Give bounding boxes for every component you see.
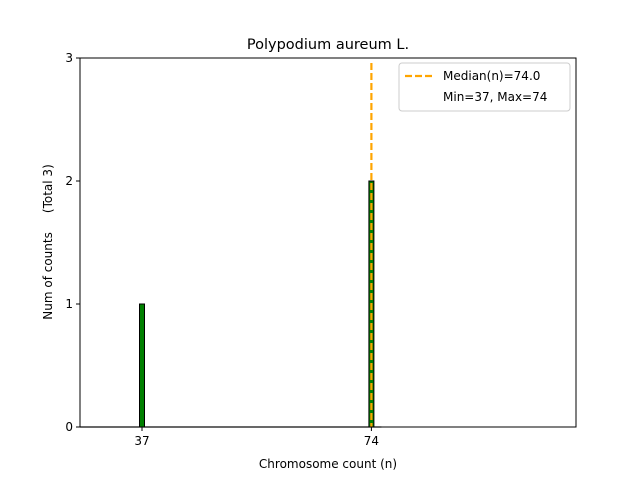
y-tick-label-3: 3 xyxy=(65,51,73,65)
legend-box xyxy=(398,62,571,112)
x-tick-label-37: 37 xyxy=(134,434,149,448)
y-tick-label-2: 2 xyxy=(65,174,73,188)
y-tick-label-0: 0 xyxy=(65,420,73,434)
legend-minmax-label: Min=37, Max=74 xyxy=(443,90,547,104)
y-tick-label-1: 1 xyxy=(65,297,73,311)
legend-median-label: Median(n)=74.0 xyxy=(443,69,540,83)
y-axis-ticks: 0 1 2 3 xyxy=(65,51,80,434)
chart-title: Polypodium aureum L. xyxy=(247,37,409,53)
x-axis-ticks: 37 74 xyxy=(134,427,379,448)
plot-frame xyxy=(79,57,577,428)
legend: Median(n)=74.0 Min=37, Max=74 xyxy=(398,62,571,112)
x-axis-label: Chromosome count (n) xyxy=(259,457,397,471)
y-axis-label: Num of counts (Total 3) xyxy=(41,164,55,319)
x-tick-label-74: 74 xyxy=(364,434,379,448)
bar-37 xyxy=(139,303,145,428)
